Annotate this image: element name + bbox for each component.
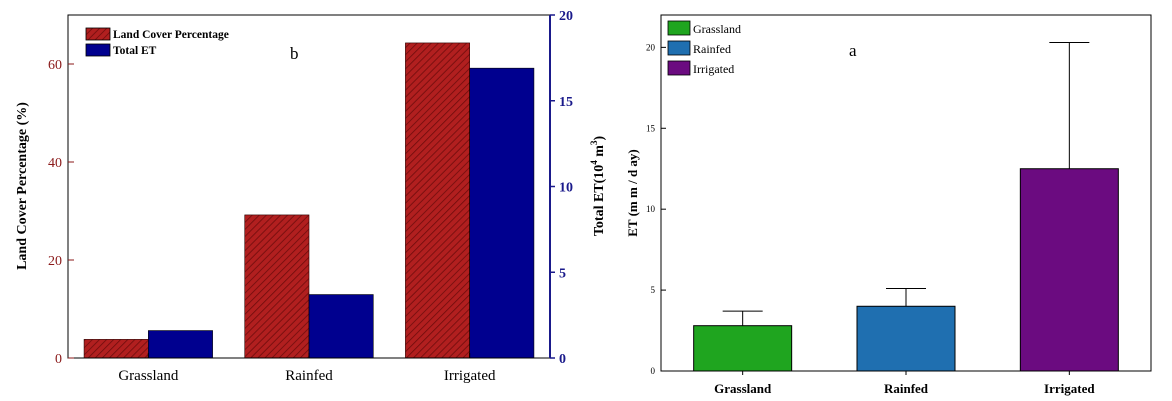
legend: Grassland Rainfed Irrigated [667, 20, 741, 76]
bar-rainfed [856, 305, 956, 372]
bar-total-et-irrigated [469, 67, 535, 359]
x-tick-label: Grassland [714, 381, 772, 396]
legend-label-grassland: Grassland [693, 22, 741, 36]
y-right-tick-label: 20 [559, 9, 573, 24]
legend-swatch-grassland [667, 20, 691, 36]
y-tick-label: 60 [48, 58, 62, 73]
x-tick-label: Rainfed [884, 381, 929, 396]
bars [83, 42, 535, 359]
x-tick-label: Rainfed [285, 368, 333, 384]
x-tick-label: Grassland [118, 368, 178, 384]
y-axis-label: Land Cover Percentage (%) [15, 102, 30, 270]
y-tick-label: 40 [48, 156, 62, 171]
y-tick-label: 10 [646, 204, 656, 214]
y-tick-label: 20 [48, 254, 62, 269]
y-axis-ticks: 0 5 10 15 20 [646, 42, 666, 376]
chart-panel-a: 0 5 10 15 20 Grassland Rainfed Irrigated ET (m… [625, 14, 1152, 396]
chart-panel-b: 0 20 40 60 0 5 10 15 20 Grassland Rainfed Irrigat… [15, 9, 607, 384]
legend-swatch-land-cover [85, 27, 111, 41]
legend-swatch-total-et [85, 43, 111, 57]
bar-land-cover-grassland [83, 339, 149, 359]
y-right-tick-label: 5 [559, 266, 566, 281]
legend-label-land-cover: Land Cover Percentage [113, 29, 229, 41]
legend-label-total-et: Total ET [113, 45, 157, 57]
left-axis-ticks: 0 20 40 60 [48, 58, 74, 367]
bar-total-et-grassland [148, 330, 213, 359]
y-right-tick-label: 15 [559, 95, 573, 110]
bar-total-et-rainfed [308, 294, 374, 359]
x-tick-label: Irrigated [444, 368, 496, 384]
legend-label-rainfed: Rainfed [693, 42, 731, 56]
x-axis-ticks: Grassland Rainfed Irrigated [714, 371, 1095, 396]
right-axis-ticks: 0 5 10 15 20 [550, 9, 573, 367]
y-tick-label: 5 [651, 285, 656, 295]
bars [693, 42, 1119, 372]
y-right-tick-label: 10 [559, 181, 573, 196]
bar-irrigated [1019, 168, 1119, 372]
legend: Land Cover Percentage Total ET [85, 27, 229, 57]
y-axis-label: ET (m m / d ay) [625, 149, 640, 237]
y-tick-label: 0 [55, 352, 62, 367]
legend-swatch-irrigated [667, 60, 691, 76]
legend-label-irrigated: Irrigated [693, 62, 734, 76]
y-tick-label: 20 [646, 42, 656, 52]
panel-label: b [290, 44, 299, 63]
y-tick-label: 0 [651, 366, 656, 376]
y-tick-label: 15 [646, 123, 656, 133]
bar-land-cover-irrigated [405, 42, 470, 359]
x-tick-label: Irrigated [1044, 381, 1095, 396]
y-axis-right-label: Total ET(104 m3) [589, 136, 607, 237]
bar-land-cover-rainfed [244, 214, 310, 359]
bar-grassland [693, 325, 793, 372]
y-right-tick-label: 0 [559, 352, 566, 367]
x-axis-ticks: Grassland Rainfed Irrigated [118, 353, 496, 384]
panel-label: a [849, 41, 857, 60]
legend-swatch-rainfed [667, 40, 691, 56]
